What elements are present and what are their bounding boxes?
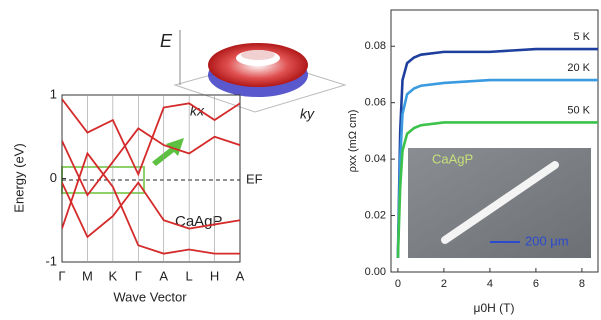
highlight-box bbox=[61, 166, 145, 194]
series-line bbox=[62, 127, 240, 197]
legend-label: 5 K bbox=[573, 31, 590, 43]
x-tick-label: M bbox=[82, 268, 93, 283]
series-line bbox=[62, 98, 240, 177]
y-tick-label: 0.00 bbox=[365, 266, 386, 278]
photo-material-label: CaAgP bbox=[432, 151, 473, 166]
crystal bbox=[441, 161, 559, 244]
series-line bbox=[62, 181, 240, 239]
y-tick-label: 1 bbox=[50, 86, 57, 101]
x-tick-label: Γ bbox=[135, 268, 142, 283]
fermi-label: EF bbox=[246, 171, 263, 186]
legend-label: 20 K bbox=[567, 62, 590, 74]
inset-ky-label: ky bbox=[300, 106, 315, 122]
inset-energy-label: E bbox=[160, 31, 173, 51]
y-tick-label: -1 bbox=[45, 253, 57, 268]
legend-label: 50 K bbox=[567, 104, 590, 116]
y-tick-label: 0.08 bbox=[365, 40, 386, 52]
series-line bbox=[396, 78, 598, 258]
x-tick-label: 6 bbox=[533, 278, 539, 290]
x-tick-label: 4 bbox=[487, 278, 493, 290]
y-tick-label: 0 bbox=[50, 170, 57, 185]
series-line bbox=[396, 121, 598, 258]
scale-label: 200 μm bbox=[525, 233, 569, 248]
x-tick-label: L bbox=[186, 268, 193, 283]
arrow bbox=[152, 138, 184, 166]
dispersion-inset bbox=[173, 30, 347, 113]
y-tick-label: 0.06 bbox=[365, 97, 386, 109]
x-tick-label: A bbox=[236, 268, 245, 283]
x-tick-label: H bbox=[210, 268, 219, 283]
y-axis-label: Energy (eV) bbox=[11, 143, 26, 212]
plot-frame bbox=[390, 9, 599, 273]
x-tick-label: 0 bbox=[395, 278, 401, 290]
x-tick-label: A bbox=[159, 268, 168, 283]
x-tick-label: 8 bbox=[579, 278, 585, 290]
series-line bbox=[62, 151, 240, 255]
x-axis-label: μ0H (T) bbox=[474, 301, 515, 315]
y-tick-label: 0.04 bbox=[365, 153, 386, 165]
x-tick-label: Γ bbox=[58, 268, 65, 283]
y-tick-label: 0.02 bbox=[365, 209, 386, 221]
series-line bbox=[396, 47, 598, 258]
y-axis-label: ρxx (mΩ cm) bbox=[347, 110, 359, 173]
x-tick-label: K bbox=[109, 268, 118, 283]
x-tick-label: 2 bbox=[441, 278, 447, 290]
x-axis-label: Wave Vector bbox=[113, 289, 187, 304]
